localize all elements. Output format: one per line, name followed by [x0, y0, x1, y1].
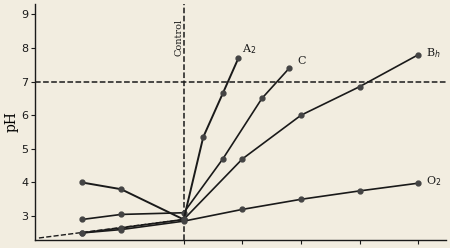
Text: O$_2$: O$_2$: [426, 174, 441, 188]
Y-axis label: pH: pH: [4, 112, 18, 132]
Text: B$_h$: B$_h$: [426, 46, 441, 60]
Text: C: C: [297, 56, 306, 66]
Text: A$_2$: A$_2$: [243, 43, 256, 57]
Text: Control: Control: [175, 19, 184, 57]
